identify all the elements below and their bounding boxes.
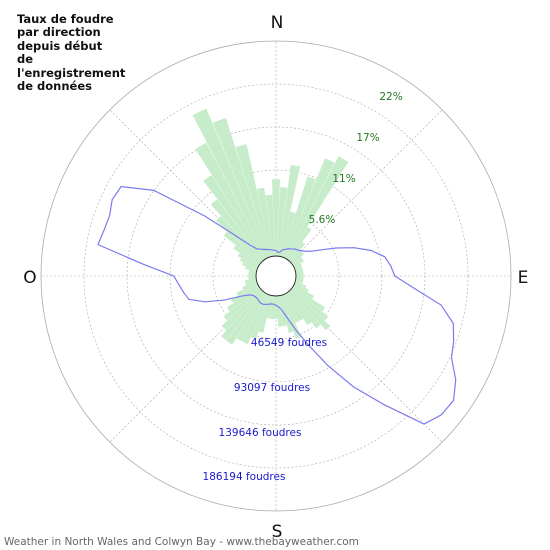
percent-tick-3: 17% — [356, 132, 379, 144]
rate-bar — [290, 288, 329, 321]
rate-bar — [226, 286, 261, 312]
rate-bar — [235, 144, 272, 257]
rate-bar — [286, 291, 312, 326]
rate-bar — [293, 283, 309, 293]
chart-title: Taux de foudre par direction depuis débu… — [17, 12, 126, 94]
percent-tick-1: 5.6% — [309, 214, 336, 226]
rate-bar — [295, 280, 304, 285]
rate-bar — [266, 295, 274, 319]
center-hole — [255, 255, 297, 297]
rate-bar — [248, 274, 257, 278]
rate-bar — [280, 211, 296, 257]
rate-bars — [192, 108, 349, 345]
rate-bar — [245, 266, 257, 272]
rate-bar — [256, 187, 274, 257]
rate-bar — [295, 270, 304, 274]
rate-bar — [242, 282, 258, 290]
rate-bar — [283, 293, 300, 323]
rate-bar — [295, 267, 304, 272]
rate-bar — [250, 294, 270, 339]
rate-bar — [195, 142, 267, 260]
rate-bar — [291, 286, 326, 312]
rate-bar — [223, 231, 262, 264]
rate-bar — [274, 295, 278, 319]
rate-bar — [288, 290, 321, 329]
rate-bar — [286, 226, 312, 261]
rate-bar — [203, 175, 266, 261]
rate-bar — [236, 292, 267, 342]
count-tick-1: 46549 foudres — [251, 337, 327, 349]
rate-bar — [283, 158, 335, 259]
rate-bar — [216, 216, 263, 263]
rate-bar — [276, 186, 288, 257]
rate-bar — [295, 278, 304, 282]
rate-bar — [292, 259, 304, 267]
rate-bar — [248, 270, 257, 274]
axis-labels: N E S O 5.6% 11% 17% 22% 46549 foudres 9… — [23, 13, 528, 542]
cardinal-n: N — [271, 13, 284, 33]
rate-bar — [239, 257, 259, 269]
rate-bar — [245, 280, 257, 286]
rate-bar — [223, 288, 262, 321]
rate-bar — [290, 252, 305, 264]
rate-bar — [280, 295, 294, 333]
rate-bar — [231, 285, 260, 304]
polar-grid — [40, 40, 512, 512]
rate-bar — [295, 272, 304, 276]
count-tick-4: 186194 foudres — [203, 471, 286, 483]
rate-bar — [295, 276, 304, 280]
cardinal-s: S — [272, 522, 283, 542]
footer-credit: Weather in North Wales and Colwyn Bay - … — [4, 536, 359, 548]
rate-bar — [236, 283, 259, 296]
rate-bar — [294, 282, 307, 289]
cardinal-w: O — [23, 268, 36, 288]
rate-bar — [265, 194, 276, 257]
rate-bar — [221, 289, 263, 331]
rate-bar — [292, 285, 315, 300]
rate-bar — [233, 245, 261, 266]
count-tick-2: 93097 foudres — [234, 382, 310, 394]
cardinal-e: E — [518, 268, 529, 288]
rate-bar — [282, 294, 302, 339]
rate-bar — [294, 265, 303, 270]
rate-bar — [226, 291, 266, 345]
rate-bar — [270, 295, 276, 319]
rate-bar — [291, 256, 303, 266]
rate-bar — [285, 292, 304, 321]
rate-bar — [295, 274, 304, 278]
rate-bar — [192, 108, 269, 259]
rate-bar — [289, 289, 331, 331]
rate-bar — [271, 179, 281, 257]
rate-bar — [221, 290, 264, 341]
rate-bar — [244, 278, 257, 283]
rate-bar — [212, 117, 270, 258]
grid-ring — [40, 40, 512, 512]
percent-tick-2: 11% — [332, 173, 355, 185]
rate-bar — [248, 272, 257, 276]
rate-bar — [293, 263, 302, 269]
rate-bar — [237, 252, 260, 267]
rate-bar — [276, 295, 283, 327]
rate-bar — [285, 156, 349, 260]
rate-bar — [289, 249, 303, 263]
rate-bar — [242, 293, 269, 345]
rate-bar — [248, 276, 257, 280]
rate-bar — [288, 241, 306, 262]
rate-bar — [282, 176, 316, 258]
rate-bar — [242, 262, 258, 270]
rate-bar — [278, 164, 301, 257]
percent-tick-4: 22% — [379, 91, 402, 103]
count-tick-3: 139646 foudres — [219, 427, 302, 439]
lightning-count-line — [97, 185, 457, 425]
